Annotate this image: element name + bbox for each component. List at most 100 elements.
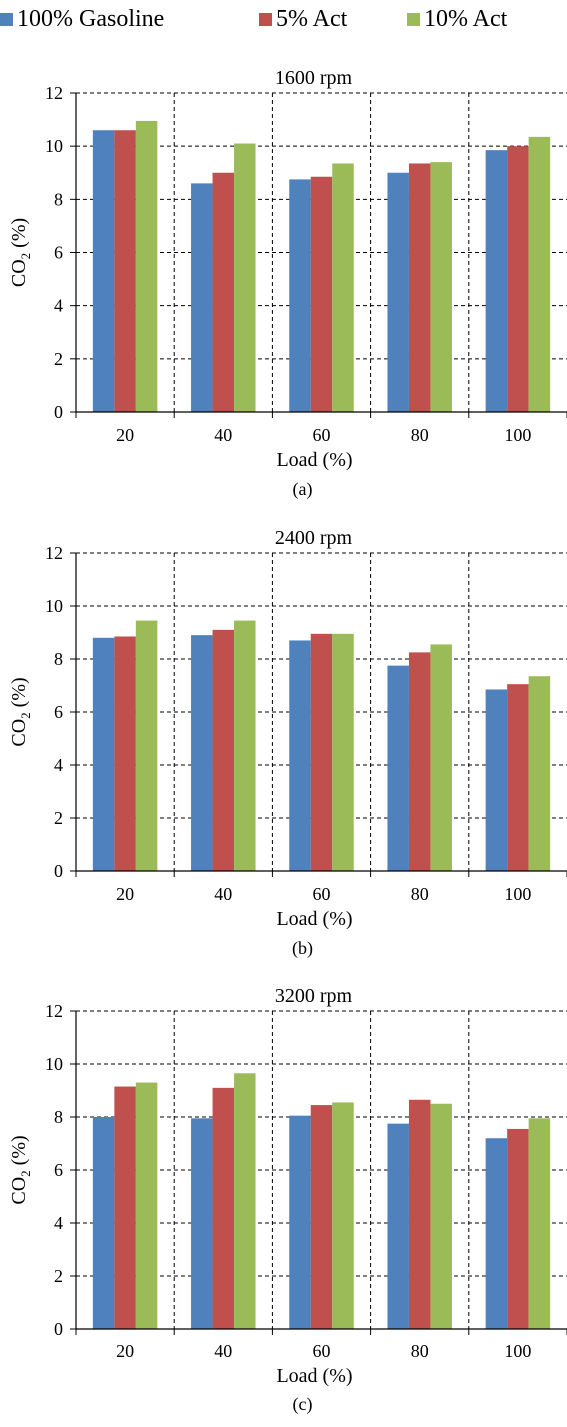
y-axis-label-subscript: 2 <box>18 253 33 260</box>
y-axis-label-subscript: 2 <box>18 712 33 719</box>
bar-100-gasoline-40 <box>191 1118 213 1329</box>
bar-100-gasoline-20 <box>92 130 115 412</box>
y-tick-label: 12 <box>45 1001 63 1021</box>
y-tick-label: 2 <box>54 1266 63 1286</box>
chart-title: 2400 rpm <box>275 527 353 549</box>
x-axis-label: Load (%) <box>276 449 352 471</box>
y-tick-label: 2 <box>54 349 63 369</box>
bar-100-gasoline-100 <box>485 1138 508 1329</box>
x-tick-label: 100 <box>504 884 531 904</box>
bar-10-act-80 <box>430 1103 452 1329</box>
x-tick-label: 80 <box>411 425 429 445</box>
bar-10-act-40 <box>234 620 256 871</box>
bar-10-act-60 <box>332 633 354 871</box>
x-tick-label: 40 <box>214 884 232 904</box>
legend: 100% Gasoline 5% Act 10% Act <box>0 4 567 34</box>
chart-caption: (c) <box>293 1394 313 1415</box>
bar-100-gasoline-40 <box>191 635 213 871</box>
y-axis-label-main: CO <box>8 719 30 747</box>
bar-100-gasoline-100 <box>485 689 508 871</box>
bar-10-act-20 <box>135 1082 158 1329</box>
bar-5-act-20 <box>114 636 136 871</box>
x-tick-label: 80 <box>411 1341 429 1361</box>
bar-100-gasoline-100 <box>485 150 508 412</box>
y-tick-label: 10 <box>45 1054 63 1074</box>
y-tick-label: 4 <box>54 755 63 775</box>
bar-5-act-80 <box>408 652 431 871</box>
bar-5-act-40 <box>212 1087 235 1329</box>
x-tick-label: 60 <box>313 1341 331 1361</box>
chart-caption: (a) <box>293 479 313 500</box>
y-axis-label: CO2 (%) <box>8 677 33 746</box>
y-axis-label: CO2 (%) <box>8 218 33 287</box>
y-axis-label-subscript: 2 <box>18 1170 33 1177</box>
legend-label-5-act: 5% Act <box>276 6 348 32</box>
bar-5-act-100 <box>507 1128 529 1329</box>
legend-label-10-act: 10% Act <box>424 6 508 32</box>
bar-100-gasoline-60 <box>289 1115 311 1329</box>
x-tick-label: 40 <box>214 1341 232 1361</box>
bar-10-act-100 <box>528 676 551 871</box>
y-axis-label-main: CO <box>8 259 30 287</box>
bar-10-act-20 <box>135 120 158 412</box>
y-tick-label: 10 <box>45 136 63 156</box>
y-tick-label: 6 <box>54 243 63 263</box>
bar-100-gasoline-60 <box>289 179 311 412</box>
y-tick-label: 6 <box>54 1160 63 1180</box>
bar-5-act-60 <box>310 633 333 871</box>
legend-swatch-gasoline <box>0 12 13 26</box>
bar-5-act-20 <box>114 1086 136 1329</box>
x-axis-label: Load (%) <box>276 1365 352 1387</box>
chart-panel-2: 0 2 4 6 8 10 12 20 40 60 80 100 2400 rpm Load (%) (b) C… <box>8 527 567 959</box>
chart-panel-3: 0 2 4 6 8 10 12 20 40 60 80 100 3200 rpm Load (%) (c) C… <box>8 985 567 1415</box>
bar-5-act-80 <box>408 163 431 412</box>
legend-item-10-act: 10% Act <box>407 4 507 34</box>
y-axis-label-unit: (%) <box>8 218 30 253</box>
y-tick-label: 12 <box>45 543 63 563</box>
bar-10-act-60 <box>332 163 354 412</box>
bar-10-act-80 <box>430 644 452 871</box>
x-tick-label: 80 <box>411 884 429 904</box>
bar-5-act-60 <box>310 1105 333 1329</box>
legend-label-gasoline: 100% Gasoline <box>17 6 165 32</box>
y-tick-label: 0 <box>54 861 63 881</box>
bar-10-act-80 <box>430 162 452 412</box>
bar-10-act-100 <box>528 136 551 413</box>
x-tick-label: 20 <box>116 425 134 445</box>
chart-panel-1: 0 2 4 6 8 10 12 20 40 60 80 100 1600 rpm Load (%) (a) C… <box>8 67 567 500</box>
bar-5-act-100 <box>507 684 529 871</box>
y-tick-label: 10 <box>45 596 63 616</box>
y-tick-label: 0 <box>54 402 63 422</box>
y-tick-label: 4 <box>54 296 63 316</box>
legend-item-gasoline: 100% Gasoline <box>0 4 164 34</box>
bar-100-gasoline-80 <box>387 1123 409 1329</box>
x-tick-label: 60 <box>313 884 331 904</box>
bar-100-gasoline-80 <box>387 172 409 412</box>
bar-10-act-40 <box>234 143 256 412</box>
chart-title: 3200 rpm <box>275 985 353 1007</box>
y-tick-label: 0 <box>54 1319 63 1339</box>
bar-100-gasoline-40 <box>191 183 213 412</box>
legend-swatch-5-act <box>259 12 272 26</box>
y-axis-label: CO2 (%) <box>8 1135 33 1204</box>
bar-100-gasoline-80 <box>387 665 409 871</box>
bar-100-gasoline-60 <box>289 640 311 871</box>
x-axis-label: Load (%) <box>276 908 352 930</box>
y-axis-label-main: CO <box>8 1177 30 1205</box>
y-axis-label-unit: (%) <box>8 677 30 712</box>
bar-100-gasoline-20 <box>92 637 115 871</box>
y-tick-label: 2 <box>54 808 63 828</box>
y-tick-label: 8 <box>54 1107 63 1127</box>
chart-title: 1600 rpm <box>275 67 353 89</box>
y-tick-label: 4 <box>54 1213 63 1233</box>
y-tick-label: 6 <box>54 702 63 722</box>
x-tick-label: 40 <box>214 425 232 445</box>
bar-100-gasoline-20 <box>92 1117 115 1329</box>
y-tick-label: 8 <box>54 649 63 669</box>
bar-5-act-40 <box>212 172 235 412</box>
x-tick-label: 100 <box>504 425 531 445</box>
x-tick-label: 20 <box>116 1341 134 1361</box>
chart-caption: (b) <box>292 938 313 959</box>
bar-5-act-80 <box>408 1099 431 1329</box>
